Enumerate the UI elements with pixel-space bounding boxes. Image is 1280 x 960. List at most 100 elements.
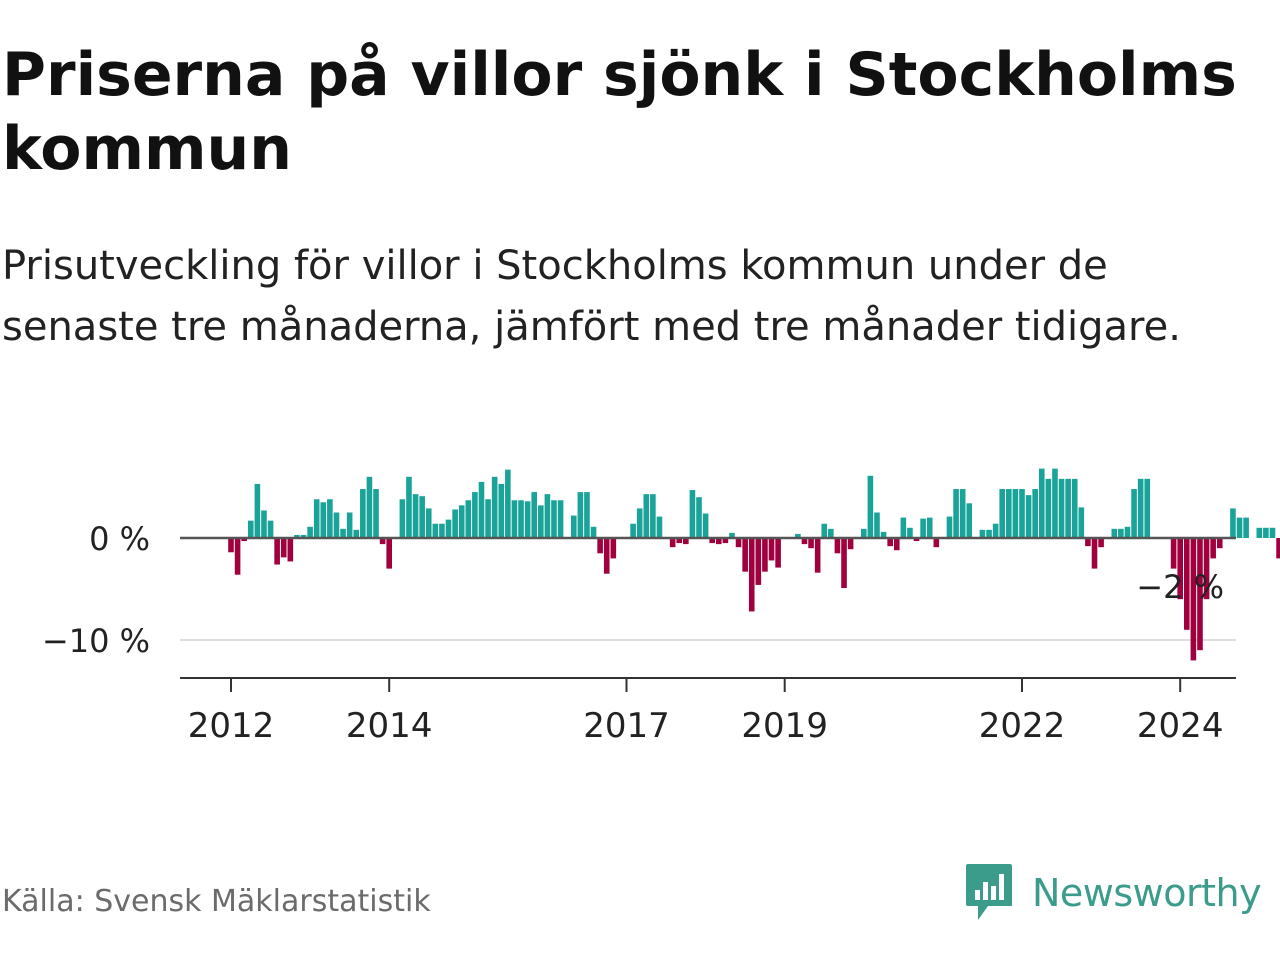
bar bbox=[795, 533, 801, 538]
bar bbox=[768, 538, 775, 561]
bar bbox=[333, 512, 340, 538]
bar bbox=[742, 538, 748, 572]
bar bbox=[748, 538, 755, 612]
bar bbox=[630, 523, 636, 538]
bar bbox=[959, 489, 966, 538]
bar bbox=[946, 516, 953, 538]
bar bbox=[1203, 538, 1210, 600]
bar bbox=[861, 528, 867, 538]
bar bbox=[544, 494, 551, 538]
bar bbox=[1045, 478, 1052, 538]
bar bbox=[834, 538, 841, 554]
bar bbox=[814, 538, 821, 573]
bar bbox=[992, 523, 999, 538]
bar bbox=[439, 523, 445, 538]
bar bbox=[1183, 538, 1190, 630]
bar bbox=[669, 538, 676, 548]
bar bbox=[1052, 468, 1058, 538]
bar bbox=[234, 538, 241, 575]
bar bbox=[656, 516, 663, 538]
bar bbox=[267, 520, 274, 538]
chart-title: Priserna på villor sjönk i Stockholms ko… bbox=[2, 40, 1237, 184]
chart-subtitle: Prisutveckling för villor i Stockholms k… bbox=[2, 243, 1181, 350]
bar bbox=[755, 538, 762, 585]
bar bbox=[1111, 528, 1118, 538]
bar bbox=[729, 532, 735, 538]
bar bbox=[485, 499, 491, 538]
bar bbox=[1144, 478, 1151, 538]
bar bbox=[247, 520, 254, 538]
bar bbox=[597, 538, 603, 554]
bar bbox=[1071, 478, 1078, 538]
bar bbox=[913, 538, 920, 542]
bar bbox=[979, 529, 986, 538]
bar bbox=[722, 538, 729, 544]
bar bbox=[379, 538, 386, 545]
bar bbox=[1170, 538, 1177, 569]
x-tick-label: 2024 bbox=[1137, 706, 1224, 746]
y-tick-label: 0 % bbox=[89, 520, 150, 558]
bar bbox=[551, 500, 557, 538]
bar bbox=[274, 538, 280, 565]
bar bbox=[366, 476, 373, 538]
bar bbox=[425, 508, 432, 538]
bar bbox=[907, 527, 913, 538]
brand-logo: Newsworthy bbox=[964, 862, 1262, 924]
y-tick-label: −10 % bbox=[42, 622, 150, 660]
bar bbox=[920, 518, 926, 538]
bar-chart: 0 % −10 % 2012 2014 2017 2019 2022 2024 … bbox=[42, 468, 1280, 746]
bar bbox=[1078, 507, 1085, 538]
bar bbox=[1058, 478, 1065, 538]
x-tick-label: 2014 bbox=[346, 706, 433, 746]
bar bbox=[1190, 538, 1197, 661]
bar bbox=[709, 538, 715, 544]
bar bbox=[419, 496, 425, 538]
bar bbox=[432, 523, 439, 538]
bar bbox=[353, 529, 360, 538]
bar bbox=[966, 503, 973, 538]
bar bbox=[643, 494, 650, 538]
bar bbox=[775, 538, 781, 568]
bar bbox=[603, 538, 610, 574]
last-value-annotation: −2 % bbox=[1136, 568, 1224, 606]
bar bbox=[1216, 538, 1223, 549]
bar bbox=[1263, 527, 1269, 538]
bar bbox=[228, 538, 234, 553]
bar bbox=[1210, 538, 1216, 559]
bar bbox=[294, 534, 300, 538]
bar bbox=[412, 494, 419, 538]
bar bbox=[1118, 528, 1124, 538]
bar bbox=[1177, 538, 1183, 600]
x-tick-label: 2017 bbox=[583, 706, 670, 746]
bar bbox=[478, 481, 485, 538]
bar bbox=[676, 538, 683, 544]
bar bbox=[538, 505, 544, 538]
source-note: Källa: Svensk Mäklarstatistik bbox=[2, 884, 431, 919]
bar bbox=[696, 497, 702, 538]
bar bbox=[953, 489, 959, 538]
bar bbox=[505, 469, 511, 538]
bar bbox=[472, 492, 478, 538]
bar bbox=[406, 476, 412, 538]
bar bbox=[1032, 489, 1038, 538]
bar bbox=[524, 501, 531, 538]
bar bbox=[650, 494, 656, 538]
bar bbox=[531, 492, 538, 538]
bar bbox=[986, 529, 992, 538]
bar bbox=[1098, 538, 1104, 548]
bar bbox=[893, 538, 900, 551]
bar bbox=[1019, 489, 1025, 538]
bar bbox=[933, 538, 940, 548]
bar bbox=[452, 509, 458, 538]
bar bbox=[261, 510, 267, 538]
bar bbox=[689, 490, 696, 538]
bar bbox=[1197, 538, 1203, 651]
bar bbox=[1006, 489, 1012, 538]
bar bbox=[557, 500, 564, 538]
bar bbox=[874, 512, 880, 538]
bar bbox=[1137, 478, 1144, 538]
bar bbox=[1124, 526, 1131, 538]
bar bbox=[801, 538, 808, 545]
bar bbox=[491, 476, 498, 538]
bar bbox=[1230, 508, 1236, 538]
